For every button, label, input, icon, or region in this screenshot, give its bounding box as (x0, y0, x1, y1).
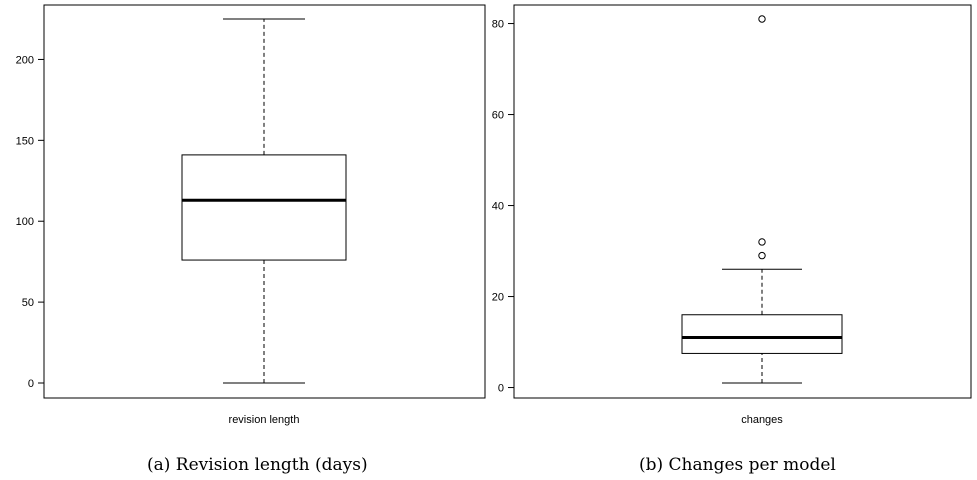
y-tick-label: 150 (16, 135, 34, 147)
outlier-point (758, 15, 766, 23)
iqr-box (181, 154, 347, 261)
caption-b: (b) Changes per model (639, 455, 836, 475)
y-tick-label: 80 (492, 19, 504, 31)
outlier-point (758, 238, 766, 246)
x-axis-label: revision length (229, 414, 300, 426)
y-tick-label: 40 (492, 201, 504, 213)
y-tick-label: 0 (498, 383, 504, 395)
iqr-box (681, 314, 843, 354)
boxplot-a (181, 18, 347, 384)
outlier-point (758, 251, 766, 260)
y-axis: 0 20 40 60 80 (492, 19, 515, 395)
boxplot-b (681, 15, 843, 384)
caption-a: (a) Revision length (days) (147, 455, 368, 475)
y-axis: 0 50 100 150 200 (16, 54, 45, 390)
x-axis-label: changes (741, 414, 783, 426)
plot-frame (43, 4, 486, 399)
y-tick-label: 20 (492, 292, 504, 304)
plot-frame (513, 4, 972, 399)
boxplot-panel-a: 0 50 100 150 200 revision length (16, 4, 486, 426)
boxplot-panel-b: 0 20 40 60 80 changes (492, 4, 972, 426)
y-tick-label: 60 (492, 110, 504, 122)
y-tick-label: 100 (16, 216, 34, 228)
y-tick-label: 0 (28, 378, 34, 390)
y-tick-label: 200 (16, 54, 34, 66)
y-tick-label: 50 (22, 297, 34, 309)
